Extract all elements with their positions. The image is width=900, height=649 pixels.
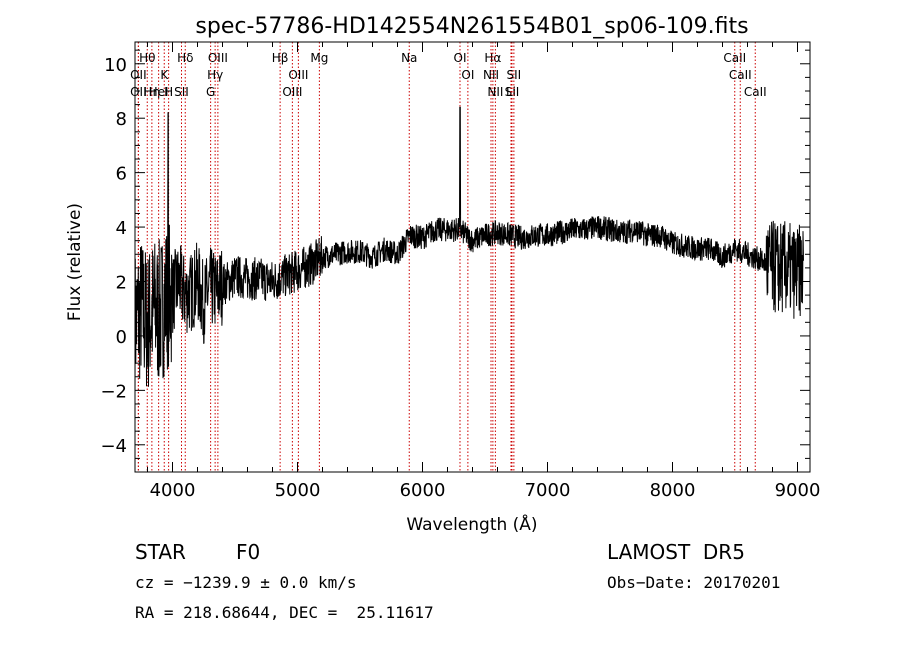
x-tick-label: 4000 [150, 480, 196, 501]
spectral-line-label: Hβ [272, 51, 289, 65]
spectral-line-label: OIII [282, 85, 302, 99]
spectral-line-label: Hγ [207, 68, 223, 82]
spectral-line-label: Hα [484, 51, 501, 65]
spectral-line-label: CaII [744, 85, 767, 99]
x-axis-label: Wavelength (Å) [406, 513, 537, 535]
spectral-line-label: H [164, 85, 173, 99]
spectral-line-label: G [206, 85, 215, 99]
x-tick-label: 5000 [275, 480, 321, 501]
spectral-line-label: Li [506, 85, 516, 99]
y-tick-label: 0 [116, 327, 127, 348]
x-tick-label: 9000 [775, 480, 821, 501]
spectral-line-label: NII [487, 85, 503, 99]
y-axis-label: Flux (relative) [65, 203, 85, 321]
spectral-line-label: Hη [144, 85, 161, 99]
x-tick-label: 6000 [400, 480, 446, 501]
redshift-cz: cz = −1239.9 ± 0.0 km/s [135, 573, 357, 592]
observation-date: Obs−Date: 20170201 [607, 573, 781, 592]
survey-name: LAMOST DR5 [607, 540, 745, 564]
x-tick-label: 7000 [525, 480, 571, 501]
axes-layer: 4000 5000 6000 7000 8000 9000 −4 −2 0 2 4 6 8 10 [100, 41, 821, 501]
y-tick-label: −2 [100, 381, 127, 402]
y-tick-label: 10 [104, 55, 127, 76]
spectral-line-label: OI [454, 51, 467, 65]
spectral-line-label: Hδ [177, 51, 193, 65]
spectral-line-label: K [160, 68, 169, 82]
spectral-line-label: Mg [310, 51, 328, 65]
y-tick-label: 4 [116, 218, 127, 239]
spectral-line-label: SII [505, 85, 520, 99]
spectral-line-label: Hθ [139, 51, 155, 65]
spectrum-layer [134, 106, 804, 398]
object-subclass: F0 [236, 540, 261, 564]
spectral-line-label: OI [461, 68, 474, 82]
spectral-line-label: OIII [288, 68, 308, 82]
spectral-line-label: CaII [729, 68, 752, 82]
coordinates: RA = 218.68644, DEC = 25.11617 [135, 603, 434, 622]
spectral-line-label: Na [401, 51, 417, 65]
chart-title: spec-57786-HD142554N261554B01_sp06-109.f… [195, 14, 748, 39]
x-tick-label: 8000 [650, 480, 696, 501]
spectral-line-label: CaII [723, 51, 746, 65]
spectrum-line [134, 106, 804, 398]
spectral-line-label: SII [174, 85, 189, 99]
object-class: STAR [135, 540, 186, 564]
spectral-line-label: HeI [149, 85, 169, 99]
spectral-line-label: NII [483, 68, 499, 82]
spectral-line-label: OII [130, 85, 147, 99]
y-tick-label: −4 [100, 436, 127, 457]
spectral-line-label: OIII [208, 51, 228, 65]
y-tick-label: 6 [116, 164, 127, 185]
y-tick-label: 8 [116, 109, 127, 130]
spectral-line-label: SII [507, 68, 522, 82]
y-tick-label: 2 [116, 272, 127, 293]
